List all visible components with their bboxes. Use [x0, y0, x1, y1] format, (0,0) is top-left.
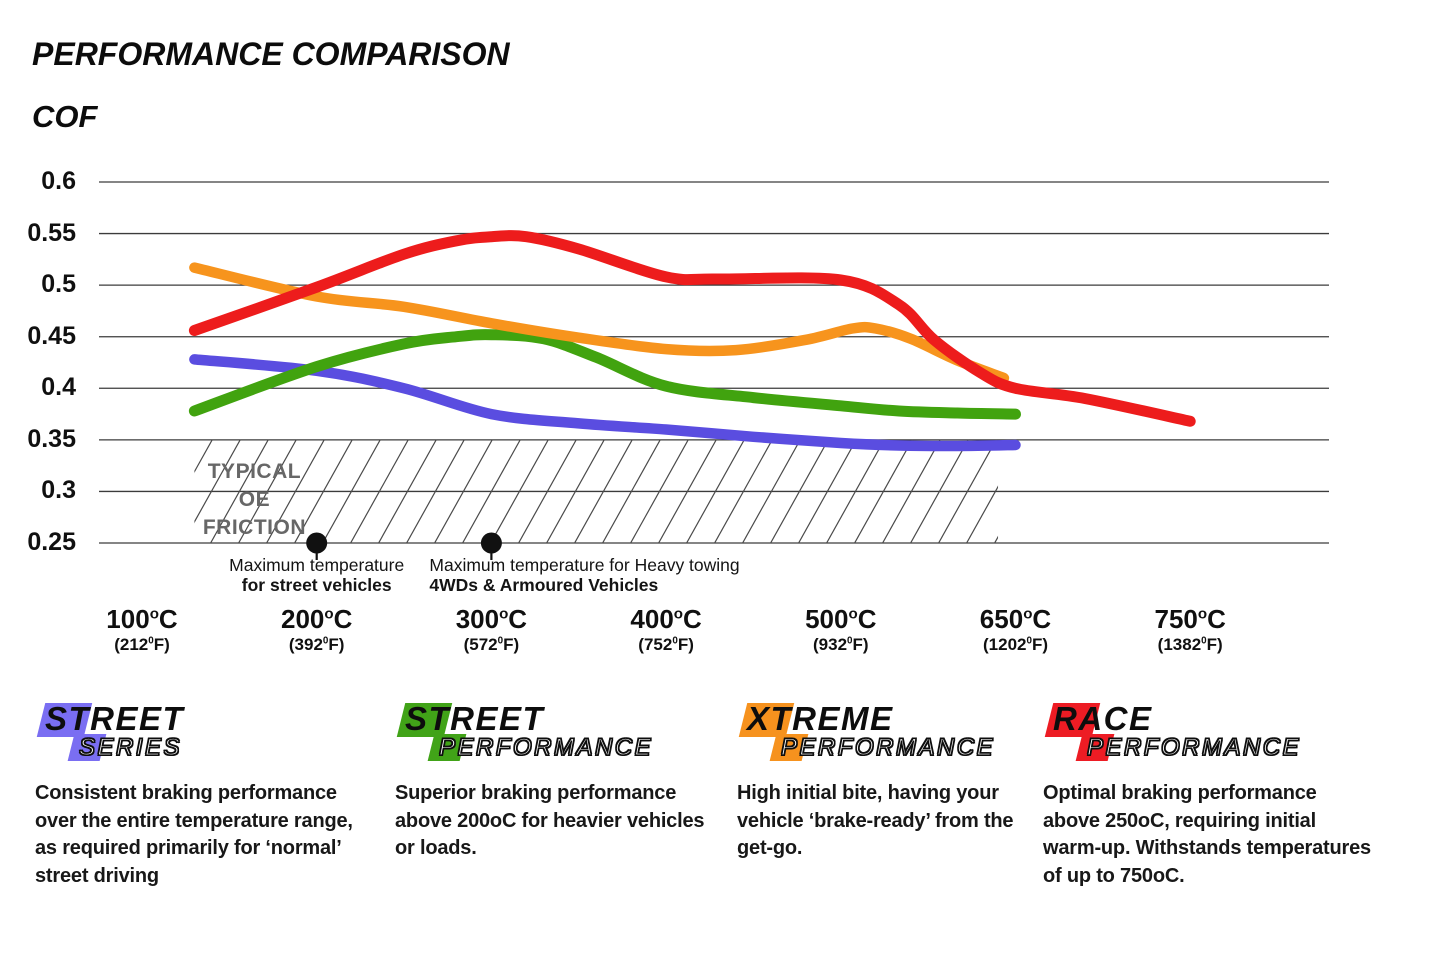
legend-description: Optimal braking performance above 250oC,… [1043, 782, 1371, 887]
logo-word2: PERFORMANCE [1086, 733, 1302, 761]
annotation-dot [480, 532, 502, 554]
annotation-dot [306, 532, 328, 554]
logo-word2: PERFORMANCE [438, 733, 654, 761]
xtreme-performance-logo: XTREME PERFORMANCE [737, 700, 1015, 768]
logo-word1: STREET [45, 700, 185, 737]
legend-item-race-performance: RACE PERFORMANCE Optimal braking perform… [1043, 700, 1375, 890]
legend-item-street-series: STREET SERIES Consistent braking perform… [35, 700, 367, 890]
series-line-race-performance [188, 230, 1196, 427]
y-axis-title: COF [32, 99, 98, 134]
street-series-logo: STREET SERIES [35, 700, 367, 768]
page-title: PERFORMANCE COMPARISON [32, 36, 510, 72]
series-line-street-performance [188, 329, 1021, 420]
legend-item-xtreme-performance: XTREME PERFORMANCE High initial bite, ha… [737, 700, 1015, 863]
logo-word2: PERFORMANCE [780, 733, 996, 761]
race-performance-logo: RACE PERFORMANCE [1043, 700, 1375, 768]
legend-description: Consistent braking performance over the … [35, 782, 353, 887]
series-line-xtreme-performance [189, 262, 1010, 384]
logo-word1: XTREME [747, 700, 894, 737]
legend-description: High initial bite, having your vehicle ‘… [737, 782, 1014, 859]
logo-word1: STREET [405, 700, 545, 737]
legend-description: Superior braking performance above 200oC… [395, 782, 705, 859]
logo-word1: RACE [1053, 700, 1153, 737]
series-line-street-series [189, 354, 1021, 452]
oe-friction-hatch [194, 439, 999, 544]
street-performance-logo: STREET PERFORMANCE [395, 700, 720, 768]
logo-word2: SERIES [78, 733, 183, 761]
legend-item-street-performance: STREET PERFORMANCE Superior braking perf… [395, 700, 720, 863]
